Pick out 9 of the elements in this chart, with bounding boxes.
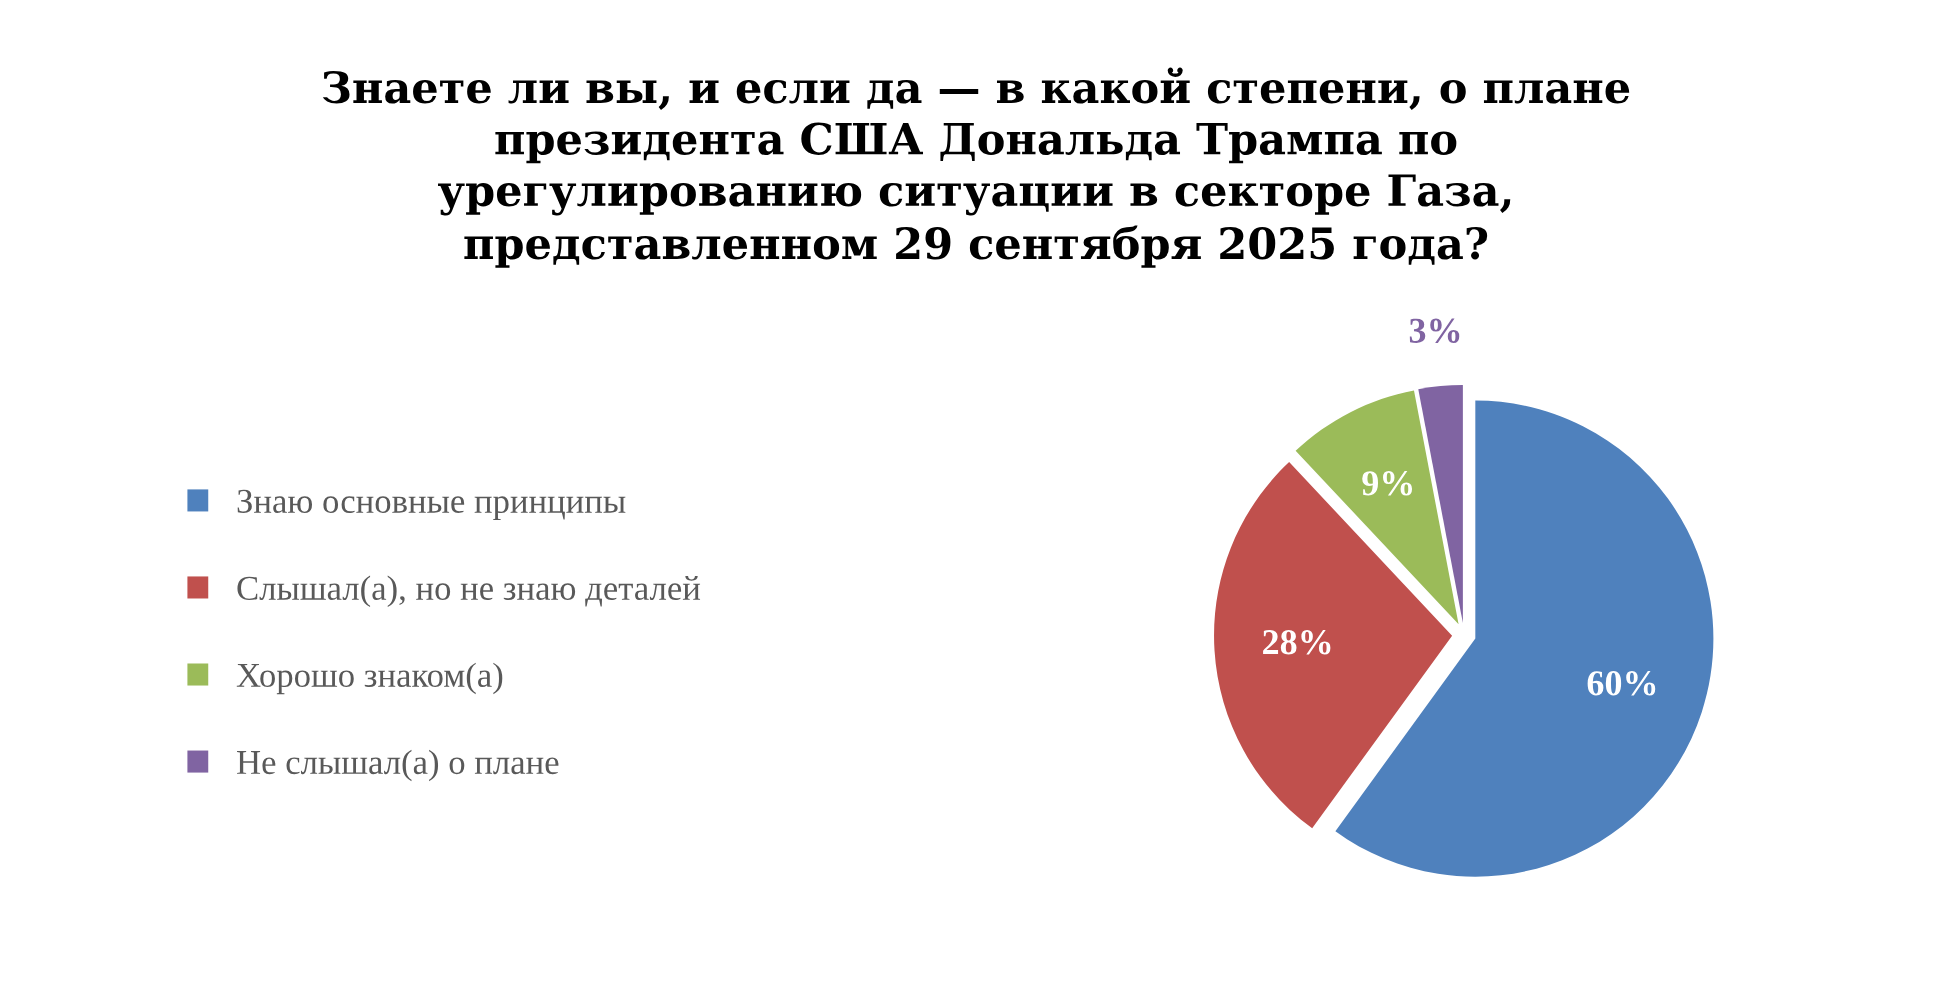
chart-title: Знаете ли вы, и если да — в какой степени, о плане президента США Дональда Трампа по урегулированию ситуации в секторе Газа, представленном 29 сентября 2025 года? <box>322 67 1630 268</box>
legend-label: Слышал(а), но не знаю деталей <box>237 575 701 608</box>
data-label: 28% <box>1263 630 1331 655</box>
data-label: 3% <box>1409 318 1460 344</box>
data-label: 9% <box>1362 471 1413 496</box>
legend-label: Не слышал(а) о плане <box>237 749 559 782</box>
legend-label: Знаю основные принципы <box>237 489 626 521</box>
data-label: 60% <box>1587 671 1656 696</box>
legend-label: Хорошо знаком(а) <box>236 662 503 695</box>
